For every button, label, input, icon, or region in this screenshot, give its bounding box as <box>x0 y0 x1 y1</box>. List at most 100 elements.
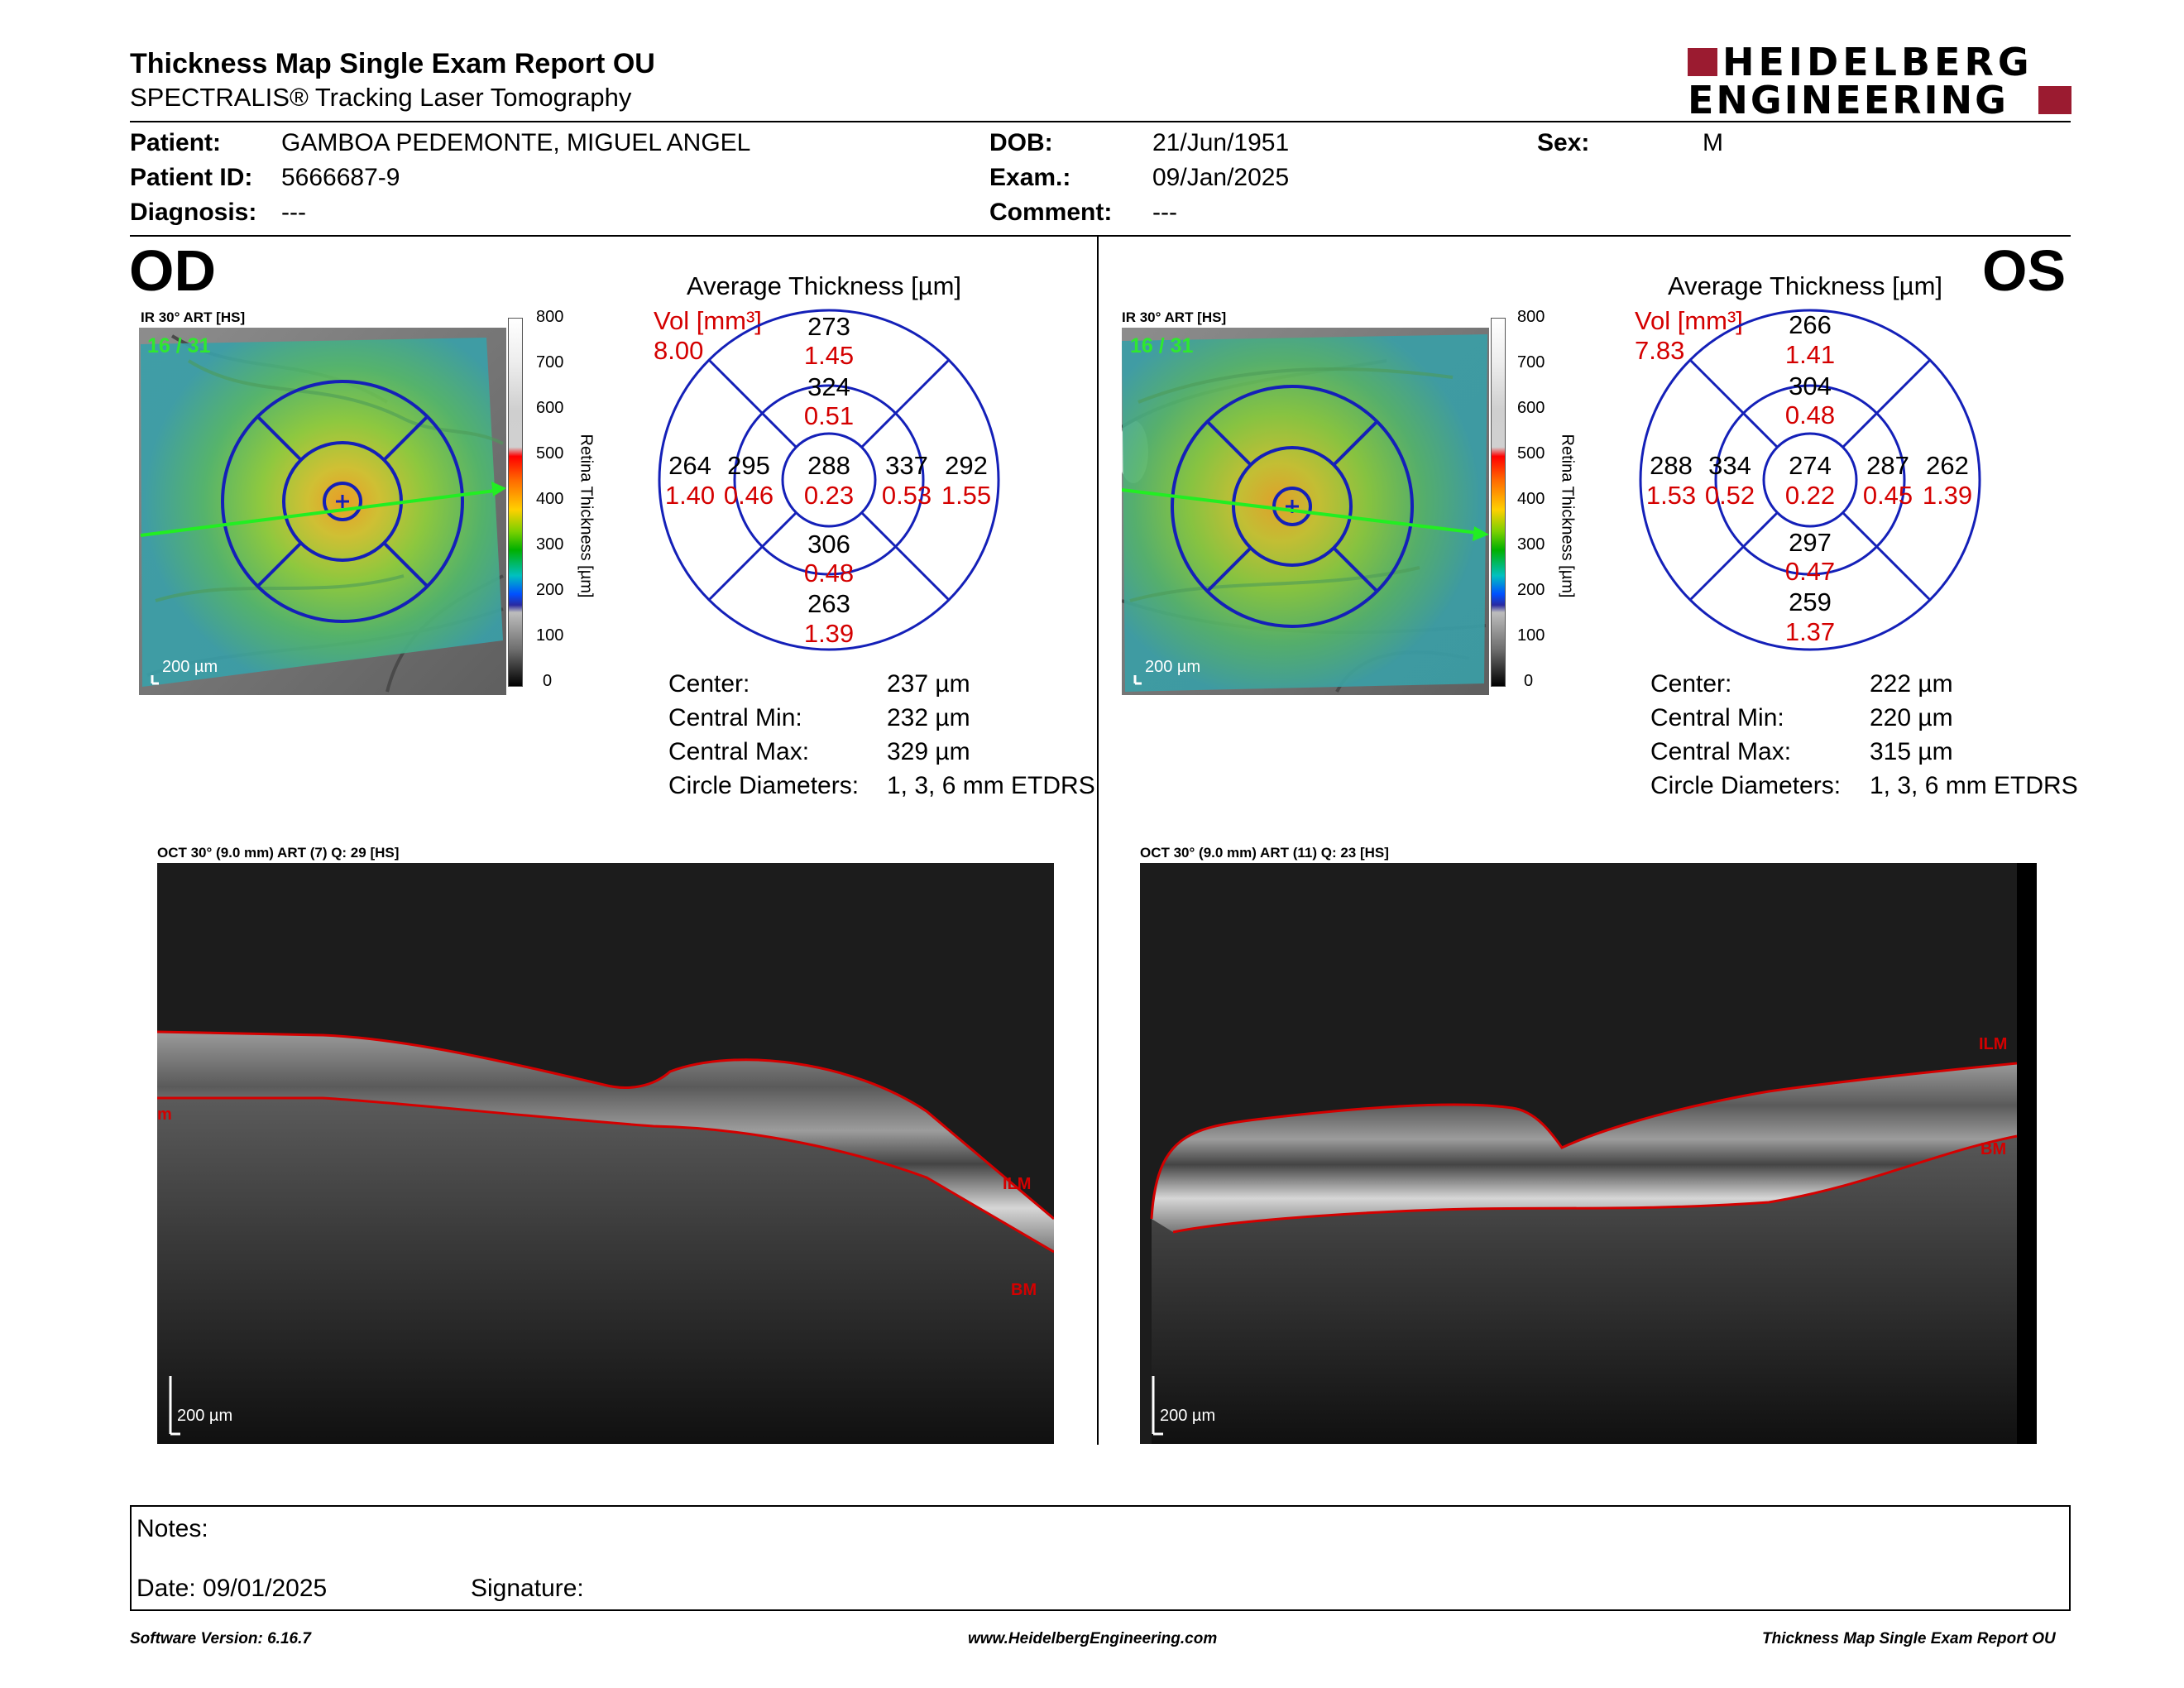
od-bm-line <box>157 1096 1054 1254</box>
od-diam-value: 1, 3, 6 mm ETDRS <box>887 772 1095 799</box>
exam-value: 09/Jan/2025 <box>1152 164 1290 191</box>
os-inner-sup-thickness: 304 <box>1789 372 1832 400</box>
od-min-value: 232 µm <box>887 704 970 731</box>
od-center-label: Center: <box>668 670 750 698</box>
od-tick: 500 <box>536 444 564 463</box>
od-outer-left-vol: 1.40 <box>665 481 715 510</box>
os-frame-label: 16 / 31 <box>1130 334 1194 357</box>
exam-label: Exam.: <box>989 164 1071 191</box>
od-inner-left-vol: 0.46 <box>724 481 774 510</box>
os-colorbar <box>1491 318 1506 687</box>
os-inner-right-vol: 0.45 <box>1863 481 1913 510</box>
comment-label: Comment: <box>989 199 1113 226</box>
os-tick: 500 <box>1517 444 1545 463</box>
od-inner-right-thickness: 337 <box>885 451 928 480</box>
os-outer-left-vol: 1.53 <box>1646 481 1696 510</box>
report-subtitle: SPECTRALIS® Tracking Laser Tomography <box>130 83 632 112</box>
heidelberg-logo: HEIDELBERG ENGINEERING <box>1688 40 2071 122</box>
od-inner-sup-vol: 0.51 <box>804 401 854 430</box>
os-scan-line <box>1122 488 1478 535</box>
logo-text-engineering: ENGINEERING <box>1688 78 2009 122</box>
os-tick: 400 <box>1517 490 1545 508</box>
od-scan-arrow <box>491 482 506 496</box>
od-bm-label: BM <box>1011 1281 1037 1299</box>
patient-label: Patient: <box>130 129 222 156</box>
od-tick: 200 <box>536 581 564 599</box>
sex-label: Sex: <box>1537 129 1590 156</box>
report-title: Thickness Map Single Exam Report OU <box>130 48 655 79</box>
os-oct-scale: 200 µm <box>1160 1407 1216 1425</box>
os-center-vol: 0.22 <box>1785 481 1835 510</box>
od-inner-inf-thickness: 306 <box>807 530 850 559</box>
os-oct-bscan <box>1140 863 2037 1444</box>
patient-id: 5666687-9 <box>281 164 400 191</box>
os-outer-ring <box>1171 385 1414 628</box>
od-fundus-thickness-map <box>139 328 506 695</box>
od-center-ring <box>323 482 362 521</box>
od-outer-inf-thickness: 263 <box>807 589 850 618</box>
logo-square-top <box>1688 48 1717 76</box>
od-diam-label: Circle Diameters: <box>668 772 860 799</box>
od-tick: 600 <box>536 399 564 417</box>
od-min-label: Central Min: <box>668 704 802 731</box>
od-oct-bscan <box>157 863 1054 1444</box>
os-outer-inf-thickness: 259 <box>1789 587 1832 616</box>
dob-label: DOB: <box>989 129 1053 156</box>
os-outer-right-vol: 1.39 <box>1923 481 1972 510</box>
od-tick: 0 <box>543 672 553 690</box>
os-inner-right-thickness: 287 <box>1866 451 1909 480</box>
od-outer-right-vol: 1.55 <box>941 481 991 510</box>
od-outer-sup-vol: 1.45 <box>804 341 854 370</box>
logo-text-heidelberg: HEIDELBERG <box>1722 40 2033 84</box>
od-max-label: Central Max: <box>668 738 810 765</box>
os-tick: 300 <box>1517 535 1545 554</box>
os-label: OS <box>1982 238 2067 303</box>
os-tick: 600 <box>1517 399 1545 417</box>
os-tick: 0 <box>1524 672 1534 690</box>
od-inner-inf-vol: 0.48 <box>804 559 854 587</box>
os-max-label: Central Max: <box>1650 738 1792 765</box>
os-bm-line <box>1172 1134 2018 1234</box>
os-vol-label: Vol [mm³] <box>1635 306 1743 335</box>
od-vol-value: 8.00 <box>654 336 704 365</box>
comment-value: --- <box>1152 199 1177 226</box>
os-vol-value: 7.83 <box>1635 336 1685 365</box>
od-oct-label: OCT 30° (9.0 mm) ART (7) Q: 29 [HS] <box>157 845 400 861</box>
od-vol-label: Vol [mm³] <box>654 306 762 335</box>
os-ir-label: IR 30° ART [HS] <box>1122 309 1227 325</box>
od-label: OD <box>129 238 216 303</box>
os-diam-label: Circle Diameters: <box>1650 772 1842 799</box>
od-outer-ring <box>221 380 464 623</box>
os-min-value: 220 µm <box>1870 704 1953 731</box>
footer-report-name: Thickness Map Single Exam Report OU <box>1762 1630 2056 1647</box>
od-center-thickness: 288 <box>807 451 850 480</box>
logo-square-bottom <box>2038 86 2071 114</box>
od-max-value: 329 µm <box>887 738 970 765</box>
os-outer-sup-thickness: 266 <box>1789 310 1832 339</box>
od-edge-label: m <box>157 1105 172 1124</box>
header-divider <box>130 121 2071 122</box>
od-tick: 800 <box>536 308 564 326</box>
os-tick: 200 <box>1517 581 1545 599</box>
os-outer-inf-vol: 1.37 <box>1785 617 1835 646</box>
os-oct-label: OCT 30° (9.0 mm) ART (11) Q: 23 [HS] <box>1140 845 1389 861</box>
os-inner-sup-vol: 0.48 <box>1785 400 1835 429</box>
diagnosis-value: --- <box>281 199 306 226</box>
od-fundus-scale: 200 µm <box>162 658 218 676</box>
sex-value: M <box>1703 129 1723 156</box>
os-max-value: 315 µm <box>1870 738 1953 765</box>
os-outer-sup-vol: 1.41 <box>1785 340 1835 369</box>
os-inner-left-vol: 0.52 <box>1705 481 1755 510</box>
od-outer-inf-vol: 1.39 <box>804 619 854 648</box>
website-link[interactable]: www.HeidelbergEngineering.com <box>968 1630 1218 1647</box>
patient-name: GAMBOA PEDEMONTE, MIGUEL ANGEL <box>281 129 751 156</box>
od-inner-right-vol: 0.53 <box>882 481 932 510</box>
od-colorbar-title: Retina Thickness [µm] <box>577 434 596 598</box>
od-outer-right-thickness: 292 <box>945 451 988 480</box>
od-ir-label: IR 30° ART [HS] <box>141 309 246 325</box>
notes-box[interactable]: Notes: Date: 09/01/2025 Signature: <box>130 1505 2071 1611</box>
os-colorbar-ticks: 800 700 600 500 400 300 200 100 0 <box>1517 308 1550 695</box>
eye-divider <box>1097 237 1099 1445</box>
od-etdrs-grid: 273 1.45 324 0.51 264 1.40 295 0.46 288 … <box>658 309 1000 651</box>
os-min-label: Central Min: <box>1650 704 1784 731</box>
